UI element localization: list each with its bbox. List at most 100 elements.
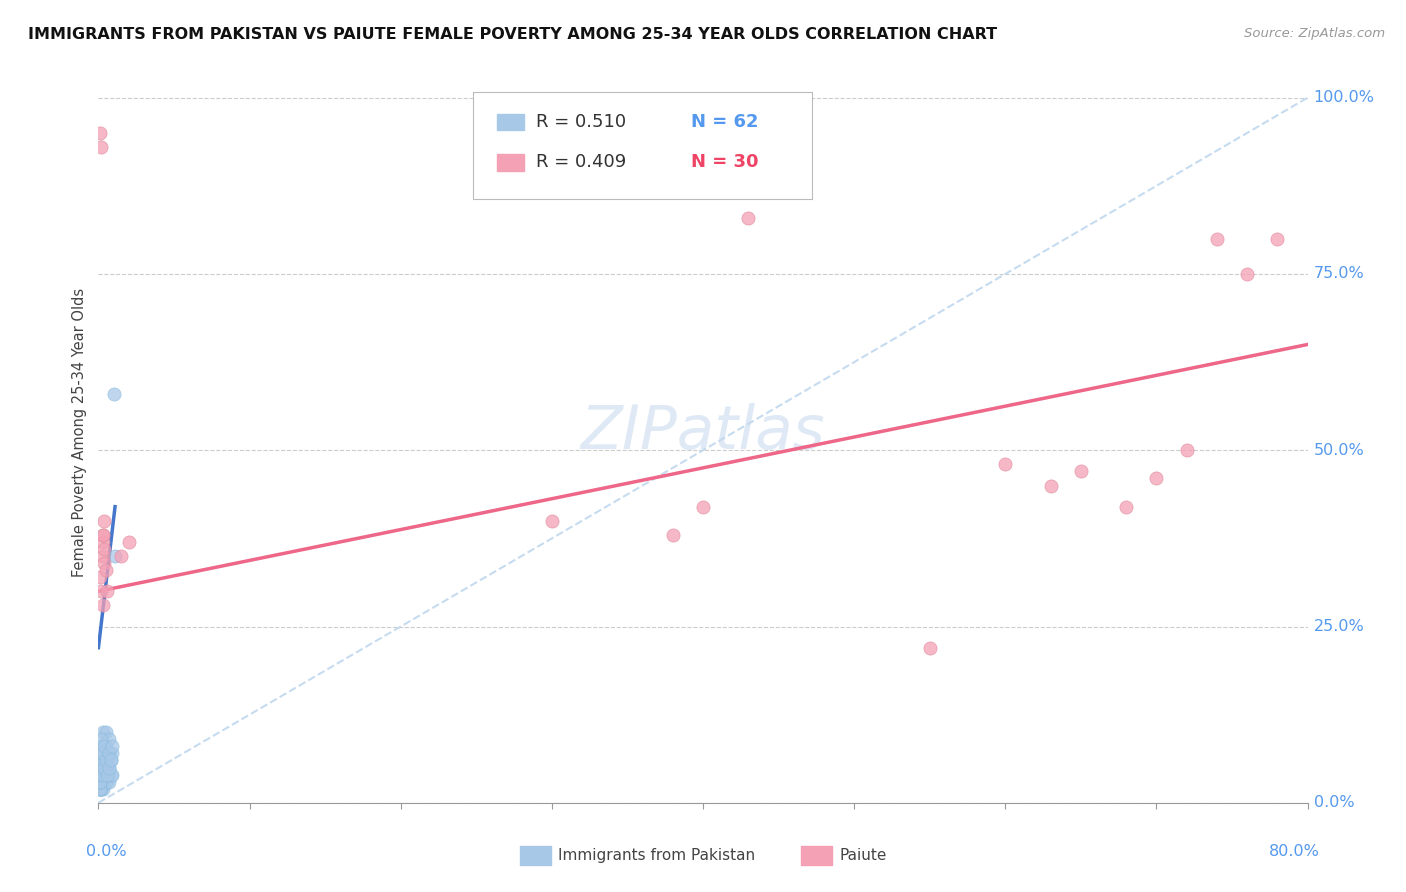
Text: 80.0%: 80.0%	[1268, 844, 1320, 858]
Point	[98, 760, 121, 774]
Point	[93, 514, 115, 528]
Point	[94, 774, 117, 789]
Point	[91, 774, 114, 789]
Y-axis label: Female Poverty Among 25-34 Year Olds: Female Poverty Among 25-34 Year Olds	[72, 288, 87, 577]
Point	[1206, 232, 1229, 246]
Point	[90, 739, 112, 754]
Bar	[498, 154, 524, 170]
Point	[100, 767, 122, 781]
Point	[90, 774, 112, 789]
Point	[90, 781, 112, 796]
Point	[93, 760, 115, 774]
Point	[1267, 232, 1289, 246]
Point	[101, 767, 124, 781]
Point	[90, 774, 112, 789]
Point	[90, 760, 112, 774]
Point	[103, 387, 125, 401]
Point	[98, 760, 121, 774]
Point	[91, 528, 114, 542]
Text: 50.0%: 50.0%	[1313, 442, 1364, 458]
Point	[89, 126, 111, 140]
Point	[98, 774, 121, 789]
Point	[100, 754, 122, 768]
Text: 75.0%: 75.0%	[1313, 267, 1364, 282]
Point	[89, 781, 111, 796]
Point	[89, 760, 111, 774]
Point	[104, 549, 127, 563]
Point	[89, 739, 111, 754]
Point	[1236, 267, 1258, 281]
Point	[89, 774, 111, 789]
Point	[91, 781, 114, 796]
Point	[737, 211, 759, 225]
Point	[98, 732, 121, 747]
Point	[110, 549, 132, 563]
Text: R = 0.510: R = 0.510	[536, 112, 626, 130]
Point	[540, 514, 562, 528]
Point	[90, 584, 112, 599]
Point	[692, 500, 714, 514]
Point	[90, 754, 112, 768]
Point	[89, 781, 111, 796]
Point	[1115, 500, 1137, 514]
Point	[94, 725, 117, 739]
Point	[89, 774, 111, 789]
Point	[100, 754, 122, 768]
Text: N = 30: N = 30	[690, 153, 758, 171]
FancyBboxPatch shape	[474, 92, 811, 200]
Point	[91, 747, 114, 761]
Point	[89, 767, 111, 781]
Point	[89, 767, 111, 781]
Point	[94, 754, 117, 768]
Text: N = 62: N = 62	[690, 112, 758, 130]
Point	[91, 535, 114, 549]
Point	[918, 640, 941, 655]
Point	[91, 528, 114, 542]
Point	[96, 760, 118, 774]
Text: 0.0%: 0.0%	[86, 844, 127, 858]
Point	[89, 774, 111, 789]
Point	[94, 760, 117, 774]
Point	[98, 747, 121, 761]
Text: 25.0%: 25.0%	[1313, 619, 1364, 634]
Point	[89, 754, 111, 768]
Point	[90, 747, 112, 761]
Point	[89, 774, 111, 789]
Point	[89, 781, 111, 796]
Point	[91, 599, 114, 613]
Point	[101, 747, 124, 761]
Point	[90, 760, 112, 774]
Text: 100.0%: 100.0%	[1313, 90, 1375, 105]
Point	[1070, 464, 1092, 478]
Point	[90, 767, 112, 781]
Point	[91, 754, 114, 768]
Point	[1039, 478, 1062, 492]
Text: R = 0.409: R = 0.409	[536, 153, 627, 171]
Point	[96, 767, 118, 781]
Point	[91, 754, 114, 768]
Point	[93, 767, 115, 781]
Point	[90, 767, 112, 781]
Point	[91, 725, 114, 739]
Point	[90, 732, 112, 747]
Point	[89, 754, 111, 768]
Point	[96, 774, 118, 789]
Point	[94, 747, 117, 761]
Point	[93, 774, 115, 789]
Point	[91, 549, 114, 563]
Point	[118, 535, 141, 549]
Text: IMMIGRANTS FROM PAKISTAN VS PAIUTE FEMALE POVERTY AMONG 25-34 YEAR OLDS CORRELAT: IMMIGRANTS FROM PAKISTAN VS PAIUTE FEMAL…	[28, 27, 997, 42]
Point	[90, 781, 112, 796]
Text: ZIPatlas: ZIPatlas	[581, 403, 825, 462]
Point	[93, 556, 115, 570]
Point	[994, 458, 1017, 472]
Bar	[498, 113, 524, 130]
Point	[94, 739, 117, 754]
Point	[91, 774, 114, 789]
Point	[93, 739, 115, 754]
Point	[89, 760, 111, 774]
Text: Source: ZipAtlas.com: Source: ZipAtlas.com	[1244, 27, 1385, 40]
Text: Immigrants from Pakistan: Immigrants from Pakistan	[558, 848, 755, 863]
Point	[90, 140, 112, 154]
Point	[1175, 443, 1198, 458]
